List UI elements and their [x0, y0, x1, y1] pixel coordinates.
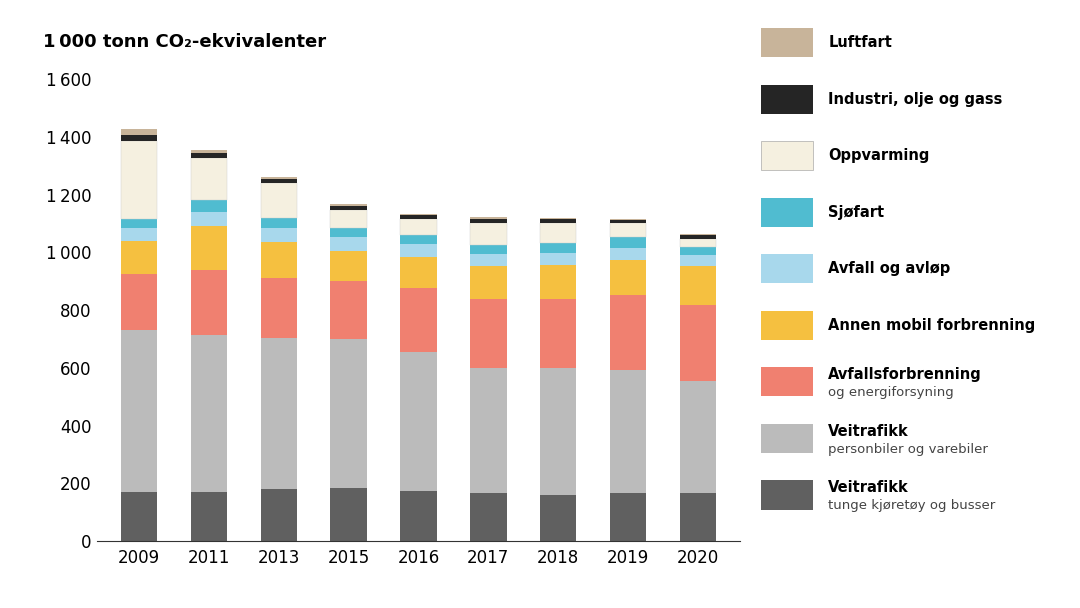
Bar — [540, 252, 577, 265]
Bar — [679, 247, 716, 255]
Bar — [191, 226, 227, 270]
Bar — [470, 266, 507, 299]
Bar — [540, 223, 577, 243]
Bar — [330, 488, 367, 541]
Bar — [401, 244, 436, 257]
Bar — [401, 213, 436, 215]
Bar — [470, 244, 507, 254]
Text: Avfallsforbrenning: Avfallsforbrenning — [828, 367, 982, 382]
Bar — [121, 141, 158, 219]
Bar — [470, 217, 507, 218]
Bar — [540, 495, 577, 541]
Bar — [610, 220, 646, 223]
Text: Annen mobil forbrenning: Annen mobil forbrenning — [828, 318, 1036, 333]
Bar — [470, 368, 507, 494]
Bar — [540, 243, 577, 252]
Bar — [401, 235, 436, 244]
Bar — [470, 299, 507, 368]
Bar — [470, 254, 507, 266]
Bar — [121, 135, 158, 141]
Bar — [610, 260, 646, 295]
Text: tunge kjøretøy og busser: tunge kjøretøy og busser — [828, 499, 996, 513]
Bar — [260, 177, 297, 179]
Bar — [260, 489, 297, 541]
Bar — [679, 234, 716, 235]
Bar — [679, 305, 716, 381]
Bar — [121, 228, 158, 241]
Bar — [540, 299, 577, 368]
Bar — [330, 237, 367, 251]
Bar — [610, 370, 646, 492]
Text: Luftfart: Luftfart — [828, 35, 892, 50]
Bar — [610, 295, 646, 370]
Bar — [679, 239, 716, 247]
Bar — [191, 269, 227, 334]
Bar — [470, 218, 507, 223]
Bar — [330, 210, 367, 229]
Bar — [330, 281, 367, 339]
Bar — [330, 229, 367, 237]
Bar — [121, 219, 158, 228]
Bar — [191, 200, 227, 212]
Bar — [610, 237, 646, 248]
Bar — [191, 159, 227, 201]
Bar — [191, 492, 227, 541]
Bar — [191, 150, 227, 153]
Bar — [260, 179, 297, 183]
Text: Oppvarming: Oppvarming — [828, 148, 930, 163]
Bar — [121, 330, 158, 492]
Bar — [401, 219, 436, 235]
Bar — [540, 219, 577, 223]
Bar — [540, 218, 577, 219]
Bar — [191, 153, 227, 159]
Text: Avfall og avløp: Avfall og avløp — [828, 261, 950, 276]
Bar — [401, 491, 436, 541]
Bar — [401, 215, 436, 219]
Bar — [260, 183, 297, 218]
Bar — [679, 235, 716, 239]
Bar — [610, 248, 646, 260]
Text: Veitrafikk: Veitrafikk — [828, 424, 909, 438]
Bar — [121, 492, 158, 541]
Bar — [330, 251, 367, 281]
Bar — [191, 334, 227, 492]
Bar — [401, 257, 436, 288]
Bar — [679, 266, 716, 305]
Bar — [679, 492, 716, 541]
Bar — [260, 218, 297, 228]
Bar — [260, 278, 297, 337]
Text: og energiforsyning: og energiforsyning — [828, 386, 954, 399]
Text: Industri, olje og gass: Industri, olje og gass — [828, 92, 1002, 106]
Bar — [401, 352, 436, 491]
Bar — [470, 223, 507, 244]
Bar — [610, 219, 646, 220]
Bar — [470, 494, 507, 541]
Bar — [679, 255, 716, 266]
Text: Sjøfart: Sjøfart — [828, 205, 885, 219]
Bar — [330, 339, 367, 488]
Bar — [610, 492, 646, 541]
Bar — [260, 242, 297, 278]
Bar — [330, 204, 367, 206]
Bar — [540, 368, 577, 495]
Bar — [401, 288, 436, 352]
Bar — [610, 223, 646, 237]
Text: personbiler og varebiler: personbiler og varebiler — [828, 443, 988, 456]
Bar — [121, 274, 158, 330]
Bar — [679, 381, 716, 492]
Bar — [260, 228, 297, 242]
Bar — [191, 212, 227, 226]
Bar — [330, 206, 367, 210]
Bar — [121, 241, 158, 274]
Text: Veitrafikk: Veitrafikk — [828, 480, 909, 495]
Bar — [260, 337, 297, 489]
Bar — [540, 265, 577, 299]
Bar — [121, 129, 158, 135]
Text: 1 000 tonn CO₂-ekvivalenter: 1 000 tonn CO₂-ekvivalenter — [42, 33, 326, 51]
